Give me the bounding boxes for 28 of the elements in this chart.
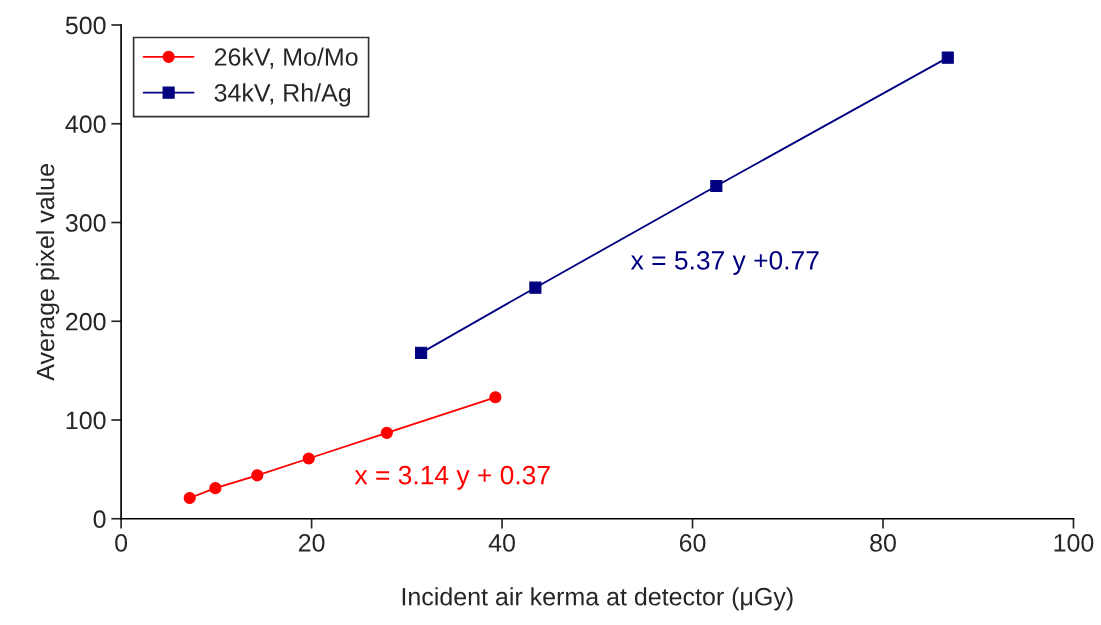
x-tick-label: 40 bbox=[488, 533, 515, 552]
point bbox=[251, 469, 264, 482]
point bbox=[302, 452, 315, 465]
point bbox=[489, 391, 502, 404]
point bbox=[209, 482, 222, 495]
point bbox=[529, 281, 542, 294]
point bbox=[380, 426, 393, 439]
x-tick-label: 80 bbox=[870, 533, 896, 552]
point bbox=[941, 51, 954, 64]
annotation: x = 5.37 y +0.77 bbox=[630, 250, 819, 275]
x-axis-title: Incident air kerma at detector (μGy) bbox=[402, 587, 793, 611]
y-tick-label: 500 bbox=[65, 16, 106, 35]
y-tick-label: 100 bbox=[66, 411, 106, 430]
legend-label: 26kV, Mo/Mo bbox=[214, 47, 358, 69]
y-axis-title: Average pixel value bbox=[35, 164, 60, 381]
x-tick-label: 20 bbox=[298, 533, 325, 552]
x-tick-label: 0 bbox=[115, 533, 128, 552]
point bbox=[415, 346, 428, 359]
annotation: x = 3.14 y + 0.37 bbox=[354, 465, 550, 490]
y-tick-label: 400 bbox=[65, 115, 106, 134]
legend-label: 34kV, Rh/Ag bbox=[214, 83, 351, 107]
y-tick-label: 200 bbox=[66, 312, 106, 331]
x-tick-label: 60 bbox=[679, 533, 706, 552]
x-tick-label: 100 bbox=[1054, 533, 1094, 552]
y-tick-label: 0 bbox=[93, 510, 106, 529]
point bbox=[183, 491, 196, 505]
point bbox=[710, 179, 723, 193]
y-tick-label: 300 bbox=[65, 214, 106, 232]
